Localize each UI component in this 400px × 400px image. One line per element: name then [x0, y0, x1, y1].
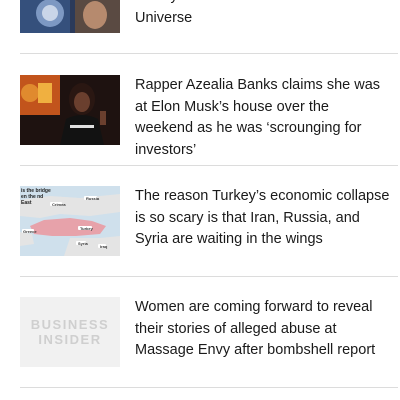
article-thumbnail[interactable]: [20, 75, 120, 145]
map-label-syria: Syria: [78, 241, 88, 246]
logo-line-2: INSIDER: [38, 332, 102, 347]
divider: [20, 53, 398, 54]
azealia-banks-photo: [20, 75, 120, 145]
article-thumbnail[interactable]: BUSINESS INSIDER: [20, 297, 120, 367]
logo-line-1: BUSINESS: [30, 317, 110, 332]
article-headline[interactable]: Women are coming forward to reveal their…: [135, 299, 376, 358]
article-thumbnail[interactable]: [20, 0, 120, 33]
article-headline[interactable]: Rapper Azealia Banks claims she was at E…: [135, 77, 381, 158]
marvel-thumbnail-image: [20, 0, 120, 33]
divider: [20, 165, 398, 166]
map-label-greece: Greece: [23, 229, 37, 234]
business-insider-logo: BUSINESS INSIDER: [20, 297, 120, 367]
map-caption: is the bridge en the nd East: [21, 188, 51, 206]
map-label-crimea: Crimea: [52, 202, 66, 207]
map-label-turkey: Turkey: [80, 226, 93, 231]
turkey-map-image: [20, 186, 120, 256]
map-label-russia: Russia: [86, 196, 100, 201]
article-headline[interactable]: The reason Turkey’s economic collapse is…: [135, 188, 390, 247]
article-headline[interactable]: history of the Marvel Cinematic Universe: [135, 0, 334, 26]
divider: [20, 276, 398, 277]
divider: [20, 387, 398, 388]
map-label-iraq: Iraq: [100, 244, 108, 249]
article-thumbnail[interactable]: is the bridge en the nd East Russia Crim…: [20, 186, 120, 256]
